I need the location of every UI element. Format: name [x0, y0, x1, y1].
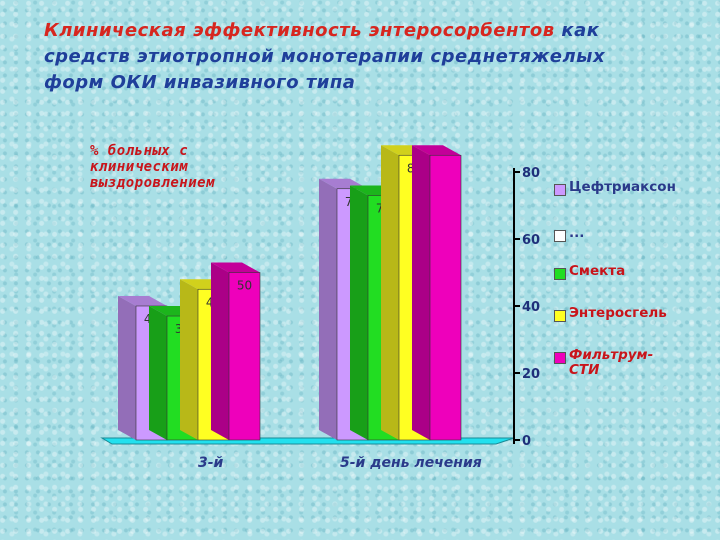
legend-label-enterosgel: Энтеросгель — [569, 305, 667, 321]
title-line-1-blue: как — [554, 20, 600, 41]
x-tick-label-day5: 5-й день лечения — [340, 455, 482, 471]
y-tick-label: 60 — [522, 233, 540, 248]
legend-label-smecta: Смекта — [569, 263, 626, 279]
legend-swatch-filtrum — [554, 352, 566, 364]
title-line-1-red: Клиническая эффективность энтеросорбенто… — [44, 20, 555, 41]
legend-label-dots: ... — [569, 225, 585, 241]
title-line-2: средств этиотропной монотерапии среднетя… — [44, 46, 606, 67]
legend-swatch-dots — [554, 230, 566, 242]
y-tick-label: 40 — [522, 300, 540, 315]
y-axis-label: % больных с клиническим выздоровлением — [90, 143, 270, 191]
bar — [429, 154, 462, 441]
bar-top — [211, 262, 260, 273]
y-tick-label: 20 — [522, 367, 540, 382]
bar-side — [412, 145, 430, 440]
y-tick-label: 0 — [522, 434, 531, 449]
legend-label-filtrum-line-2: СТИ — [569, 362, 600, 378]
y-axis-label-line-2: клиническим — [90, 159, 189, 175]
bar-side — [118, 296, 136, 440]
bar-side — [381, 145, 399, 440]
legend-swatch-enterosgel — [554, 310, 566, 322]
bar-side — [350, 185, 368, 440]
bar-top — [412, 145, 461, 156]
title-line-3: форм ОКИ инвазивного типа — [44, 72, 356, 93]
legend-label-filtrum-line-1: Фильтрум- — [569, 347, 654, 363]
legend-label-filtrum: Фильтрум- СТИ — [569, 348, 653, 378]
y-axis-label-line-3: выздоровлением — [90, 175, 216, 191]
bar-side — [149, 306, 167, 440]
data-label: 50 — [237, 279, 252, 293]
legend-swatch-ceftriaxone — [554, 184, 566, 196]
x-tick-label-day3: 3-й — [198, 455, 224, 471]
y-axis-label-line-1: % больных с — [90, 143, 189, 159]
chart-title: Клиническая эффективность энтеросорбенто… — [44, 18, 684, 96]
bar-side — [211, 262, 229, 440]
y-tick-label: 80 — [522, 166, 540, 181]
legend-swatch-smecta — [554, 268, 566, 280]
bar-top — [118, 296, 167, 306]
bar-side — [180, 279, 198, 440]
bar — [228, 272, 261, 441]
bar-side — [319, 178, 337, 440]
legend-label-ceftriaxone: Цефтриаксон — [569, 179, 676, 195]
